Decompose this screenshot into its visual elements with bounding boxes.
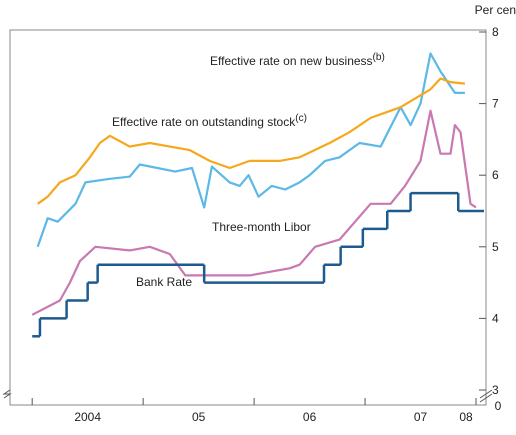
series-name: Effective rate on new business: [210, 54, 373, 68]
x-tick-label: 08: [459, 410, 473, 424]
series-name-sup: (b): [373, 52, 385, 63]
axis-break: [2, 389, 493, 403]
series-name: Bank Rate: [136, 275, 192, 289]
y-tick-label: 7: [492, 97, 499, 111]
x-tick-label: 05: [192, 410, 206, 424]
series-label: Effective rate on new business(b): [210, 52, 385, 68]
series-line: [31, 109, 477, 316]
series-name: Effective rate on outstanding stock: [112, 115, 296, 129]
series-label: Effective rate on outstanding stock(c): [112, 113, 307, 129]
y-tick-label: 4: [492, 311, 499, 325]
unit-label: Per cent: [475, 3, 516, 17]
series-label: Three-month Libor: [212, 220, 311, 234]
x-tick-label: 06: [303, 410, 317, 424]
plot-frame: [9, 29, 487, 406]
series-line: [37, 77, 466, 205]
y-tick-label: 5: [492, 240, 499, 254]
x-tick-label: 07: [414, 410, 428, 424]
series-label: Bank Rate: [136, 275, 192, 289]
x-tick-label: 2004: [74, 410, 101, 424]
axis-break-label: 0: [495, 399, 502, 413]
y-tick-label: 6: [492, 168, 499, 182]
y-tick-label: 3: [492, 383, 499, 397]
y-tick-label: 8: [492, 25, 499, 39]
series-name: Three-month Libor: [212, 220, 311, 234]
series-name-sup: (c): [295, 113, 307, 124]
series-line: [36, 52, 465, 248]
